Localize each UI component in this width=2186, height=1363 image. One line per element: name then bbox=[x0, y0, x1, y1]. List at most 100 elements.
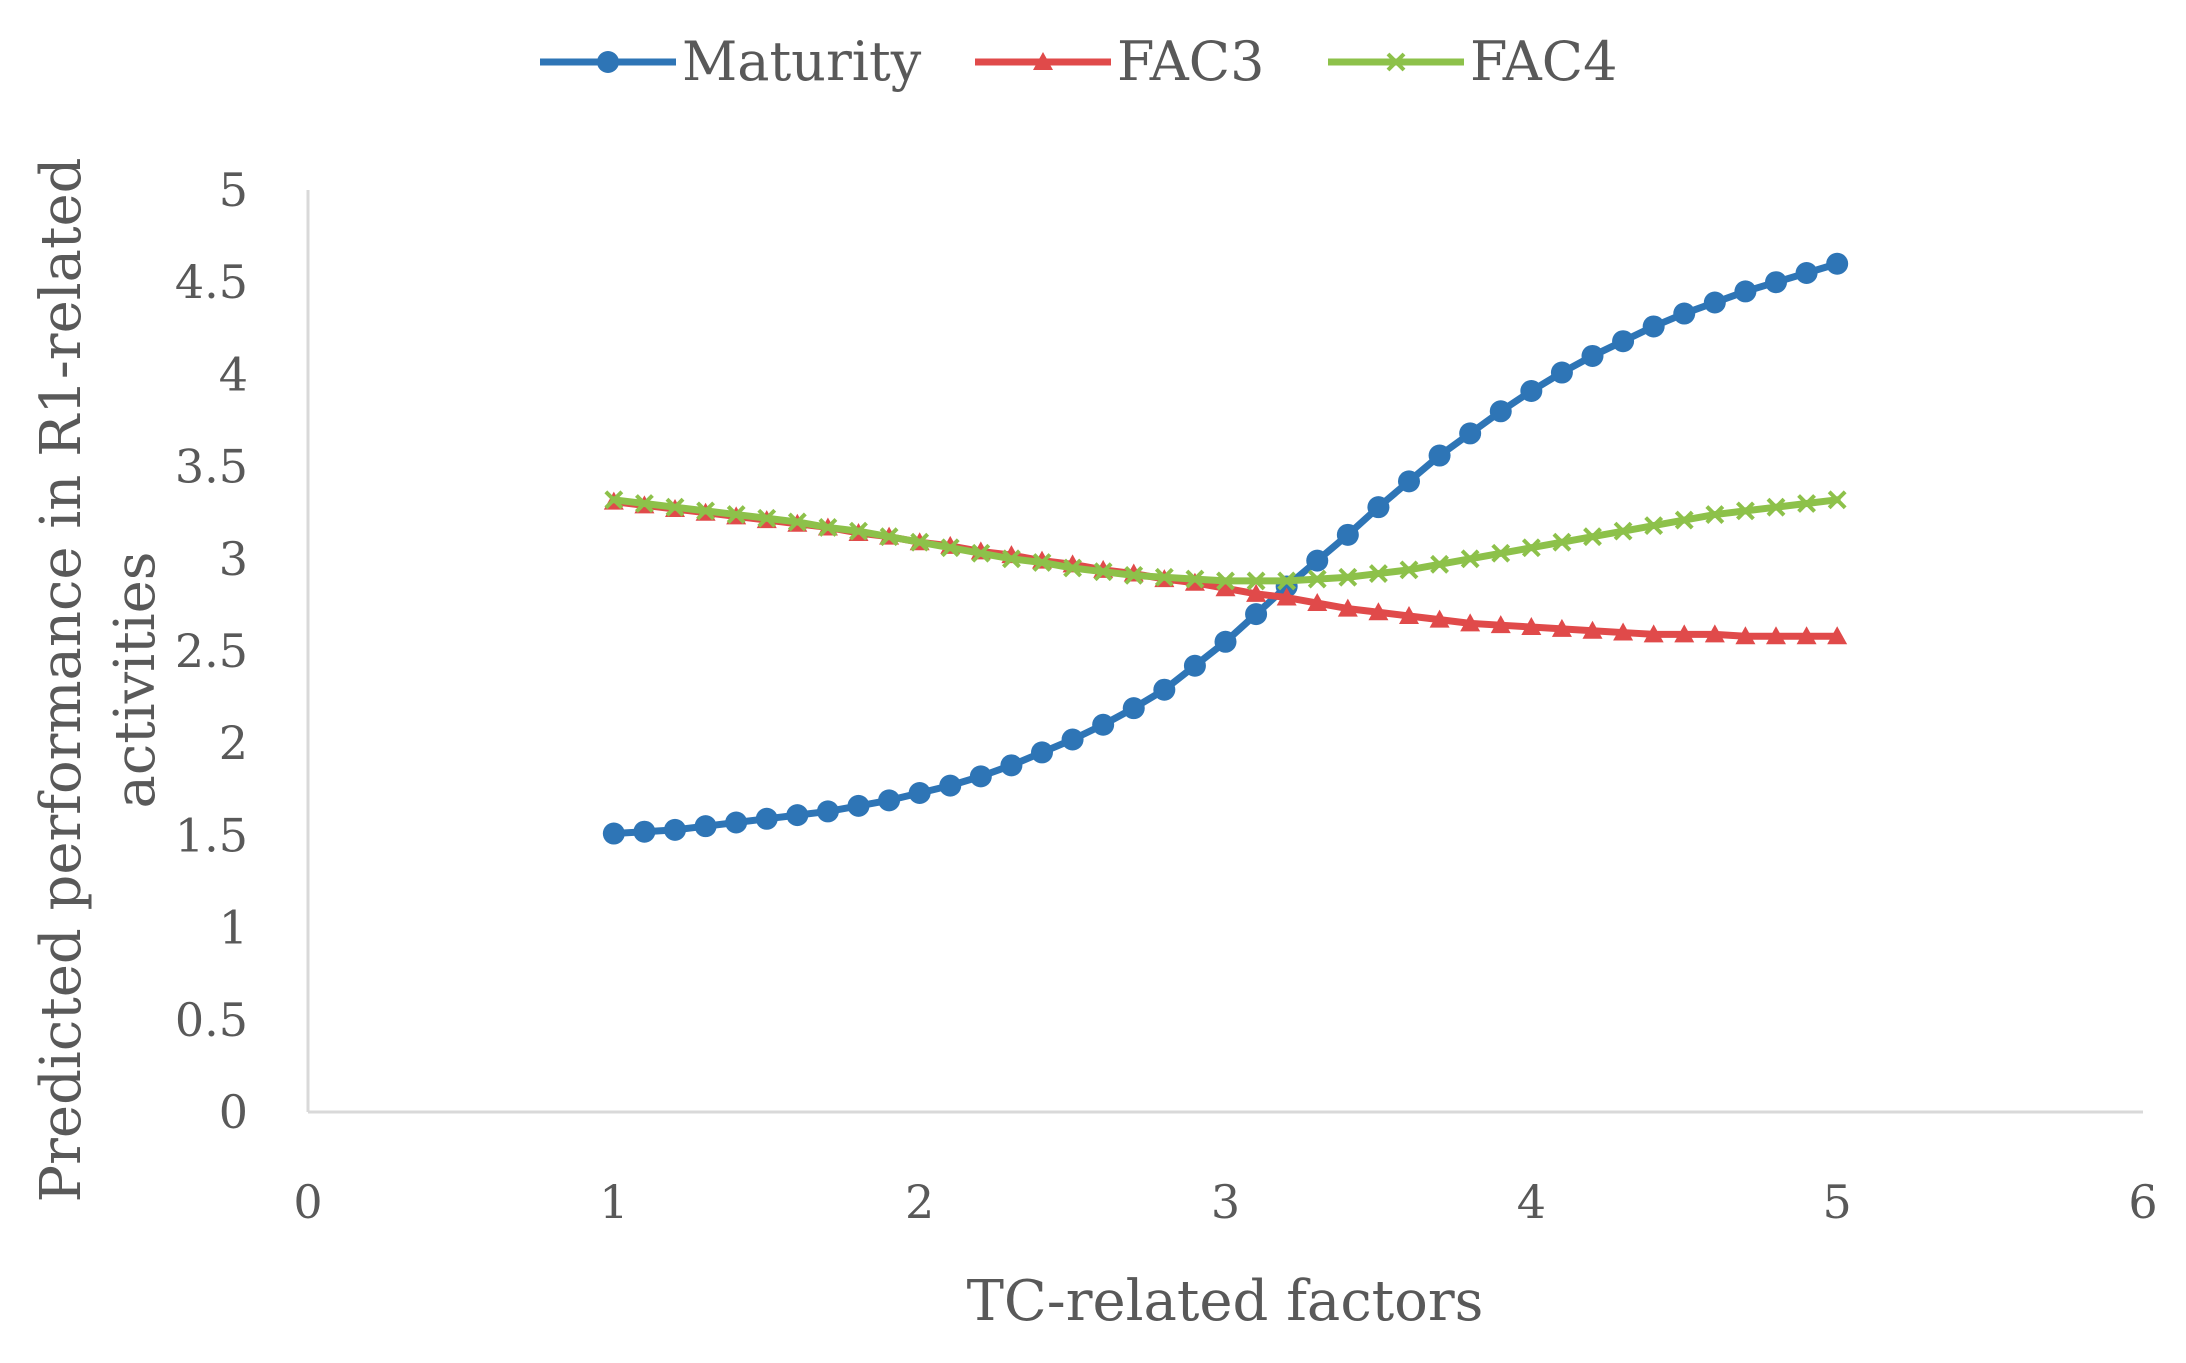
data-point-fac4 bbox=[1797, 494, 1816, 513]
series-layer bbox=[602, 252, 1849, 845]
data-point-maturity bbox=[1612, 330, 1635, 353]
data-point-fac3 bbox=[1582, 620, 1603, 639]
data-point-fac4 bbox=[849, 521, 868, 541]
data-point-maturity bbox=[1428, 444, 1451, 467]
data-point-fac4 bbox=[1216, 571, 1235, 591]
data-point-fac3 bbox=[1368, 602, 1389, 621]
data-point-fac4 bbox=[665, 497, 685, 517]
data-point-fac4 bbox=[1521, 538, 1541, 558]
data-point-fac3 bbox=[1827, 626, 1848, 645]
data-point-fac4 bbox=[1063, 558, 1082, 578]
data-point-maturity bbox=[1367, 496, 1390, 519]
data-point-fac4 bbox=[1369, 564, 1388, 583]
data-point-fac3 bbox=[1643, 624, 1664, 643]
series-line-fac4 bbox=[610, 496, 1841, 585]
data-point-fac3 bbox=[1490, 615, 1511, 634]
data-point-fac3 bbox=[1796, 626, 1817, 645]
data-point-fac4 bbox=[1124, 565, 1144, 585]
data-point-fac4 bbox=[971, 543, 991, 563]
x-axis-title: TC-related factors bbox=[967, 1269, 1484, 1334]
x-tick-label: 5 bbox=[1823, 1175, 1852, 1229]
data-point-fac4 bbox=[1032, 553, 1052, 572]
series-fac4 bbox=[604, 490, 1847, 591]
data-point-fac4 bbox=[1736, 501, 1755, 521]
data-point-maturity bbox=[1703, 291, 1726, 314]
data-point-fac3 bbox=[1307, 593, 1328, 612]
x-tick-label: 2 bbox=[905, 1175, 934, 1229]
legend-item-maturity: Maturity bbox=[540, 30, 922, 93]
data-point-fac4 bbox=[757, 508, 777, 528]
series-maturity bbox=[602, 252, 1849, 845]
data-point-maturity bbox=[664, 818, 686, 841]
data-point-fac4 bbox=[1583, 527, 1602, 547]
y-axis-title-line-2: activities bbox=[103, 551, 168, 808]
data-point-fac4 bbox=[1705, 505, 1725, 524]
data-point-maturity bbox=[1550, 361, 1573, 384]
y-tick-label: 1.5 bbox=[175, 808, 248, 862]
y-axis-title: Predicted performance in R1-related activ… bbox=[29, 157, 168, 1202]
data-point-maturity bbox=[755, 807, 778, 830]
data-point-fac4 bbox=[787, 512, 807, 532]
data-point-maturity bbox=[847, 794, 870, 817]
data-point-maturity bbox=[1520, 379, 1543, 402]
data-point-maturity bbox=[1000, 754, 1023, 777]
data-point-maturity bbox=[1581, 344, 1604, 367]
data-point-fac4 bbox=[1246, 571, 1266, 591]
data-point-maturity bbox=[1398, 470, 1420, 493]
data-point-maturity bbox=[1795, 261, 1818, 284]
y-tick-label: 2 bbox=[219, 716, 248, 770]
data-point-maturity bbox=[1214, 630, 1237, 653]
data-point-fac3 bbox=[1215, 578, 1236, 597]
y-tick-label: 0.5 bbox=[175, 993, 248, 1047]
data-point-fac3 bbox=[1613, 622, 1634, 641]
data-point-maturity bbox=[1306, 549, 1329, 572]
data-point-fac4 bbox=[1430, 554, 1449, 574]
data-point-fac4 bbox=[604, 490, 624, 510]
axis-titles: TC-related factors Predicted performance … bbox=[29, 157, 1483, 1334]
data-point-fac4 bbox=[1277, 571, 1297, 591]
legend-item-fac4: FAC4 bbox=[1328, 30, 1617, 93]
data-point-maturity bbox=[1826, 252, 1849, 275]
legend-swatch-marker bbox=[597, 51, 619, 73]
data-point-fac4 bbox=[1766, 497, 1786, 517]
data-point-fac4 bbox=[635, 494, 654, 513]
data-point-fac3 bbox=[1276, 587, 1297, 606]
data-point-fac4 bbox=[1002, 549, 1021, 569]
legend-label: FAC4 bbox=[1470, 30, 1617, 93]
x-tick-label: 1 bbox=[599, 1175, 628, 1229]
data-point-fac4 bbox=[1827, 490, 1847, 510]
data-point-fac4 bbox=[1307, 569, 1327, 589]
data-point-maturity bbox=[908, 781, 931, 804]
data-point-maturity bbox=[816, 800, 839, 823]
y-tick-label: 3.5 bbox=[175, 440, 248, 494]
data-point-maturity bbox=[694, 815, 717, 838]
data-point-fac4 bbox=[1338, 567, 1358, 587]
y-tick-label: 2.5 bbox=[175, 624, 248, 678]
data-point-fac3 bbox=[1429, 609, 1450, 628]
data-point-fac4 bbox=[1644, 516, 1664, 536]
data-point-maturity bbox=[1489, 400, 1512, 423]
data-point-fac4 bbox=[1154, 567, 1174, 587]
data-point-fac3 bbox=[1246, 583, 1267, 602]
data-point-maturity bbox=[969, 765, 992, 788]
data-point-fac4 bbox=[1399, 560, 1419, 580]
y-tick-label: 4 bbox=[219, 347, 248, 401]
data-point-fac4 bbox=[910, 532, 930, 552]
data-point-maturity bbox=[1336, 523, 1359, 546]
data-point-maturity bbox=[878, 789, 901, 812]
data-point-fac3 bbox=[1521, 617, 1542, 636]
legend: Maturity FAC3 FAC4 bbox=[540, 30, 1617, 93]
data-point-maturity bbox=[1765, 271, 1787, 294]
y-tick-label: 4.5 bbox=[175, 255, 248, 309]
data-point-maturity bbox=[1642, 315, 1665, 338]
legend-label: Maturity bbox=[682, 30, 922, 93]
data-point-fac4 bbox=[1552, 532, 1572, 552]
legend-label: FAC3 bbox=[1117, 30, 1264, 93]
data-point-fac3 bbox=[1704, 624, 1725, 643]
data-point-maturity bbox=[786, 804, 809, 827]
data-point-fac4 bbox=[940, 538, 960, 558]
legend-item-fac3: FAC3 bbox=[975, 30, 1264, 93]
data-point-fac4 bbox=[1613, 521, 1633, 541]
data-point-maturity bbox=[1673, 302, 1696, 325]
